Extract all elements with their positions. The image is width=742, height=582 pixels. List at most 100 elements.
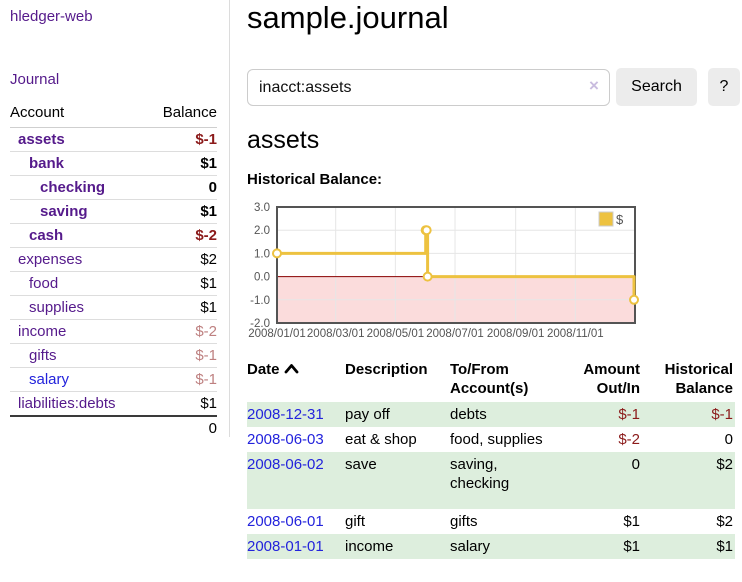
account-balance: $2	[146, 247, 217, 272]
x-axis-tick-label: 2008/09/01	[487, 328, 545, 340]
transaction-amount: $-2	[618, 431, 640, 448]
transaction-row: 2008-06-02 save saving, checking 0 $2	[247, 452, 735, 509]
account-link[interactable]: supplies	[29, 299, 85, 316]
transaction-date-link[interactable]: 2008-06-01	[247, 513, 324, 530]
y-axis-tick-label: 2.0	[254, 225, 270, 237]
x-axis-tick-label: 2008/05/01	[367, 328, 425, 340]
chart-frame	[276, 206, 636, 324]
accounts-total-row: 0	[10, 415, 217, 440]
search-input[interactable]	[247, 69, 610, 106]
account-balance: $1	[146, 295, 217, 320]
transaction-row: 2008-06-01 gift gifts $1 $2	[247, 509, 735, 534]
register-column-label: Amount Out/In	[583, 361, 640, 397]
account-row: supplies $1	[10, 295, 217, 320]
register-column-label: Date	[247, 361, 280, 378]
account-balance: $-1	[146, 343, 217, 368]
x-axis-tick-label: 2008/11/01	[547, 328, 604, 340]
transaction-description: pay off	[345, 406, 390, 423]
account-row: income $-2	[10, 319, 217, 344]
account-link[interactable]: saving	[40, 203, 88, 220]
x-axis-tick-label: 2008/03/01	[307, 328, 365, 340]
page-title: sample.journal	[247, 0, 449, 35]
account-link[interactable]: gifts	[29, 347, 57, 364]
transaction-date-link[interactable]: 2008-01-01	[247, 538, 324, 555]
app-title-link[interactable]: hledger-web	[10, 8, 93, 25]
search-button[interactable]: Search	[616, 68, 697, 106]
accounts-table-header: Account Balance	[10, 100, 217, 128]
legend-label: $	[616, 212, 624, 227]
register-table-body: 2008-12-31 pay off debts $-1 $-1 2008-06-03 ea…	[247, 402, 735, 559]
account-balance: $-2	[146, 223, 217, 248]
account-heading: assets	[247, 126, 320, 154]
register-column-header: Description	[345, 358, 450, 402]
transaction-date-link[interactable]: 2008-12-31	[247, 406, 324, 423]
register-column-label: To/From Account(s)	[450, 361, 529, 397]
transaction-historical-balance: $2	[716, 456, 733, 473]
transaction-amount: $-1	[618, 406, 640, 423]
transaction-date-link[interactable]: 2008-06-03	[247, 431, 324, 448]
sort-ascending-icon	[284, 364, 298, 374]
transaction-description: gift	[345, 513, 366, 530]
register-header-row: Date Description To/From Account(s) Amount …	[247, 358, 735, 402]
account-row: gifts $-1	[10, 343, 217, 368]
account-link[interactable]: income	[18, 323, 67, 340]
transaction-date-link[interactable]: 2008-06-02	[247, 456, 324, 473]
transaction-description: eat & shop	[345, 431, 417, 448]
data-point-marker	[272, 248, 282, 259]
y-axis-tick-label: 3.0	[254, 202, 270, 214]
register-column-header: To/From Account(s)	[450, 358, 562, 402]
y-axis-tick-label: 0.0	[254, 272, 270, 284]
account-row: cash $-2	[10, 223, 217, 248]
account-balance: $-2	[146, 319, 217, 344]
accounts-table: Account Balance assets $-1 bank $1 checking 0…	[10, 100, 217, 440]
x-axis-tick-label: 2008/07/01	[426, 328, 484, 340]
register-column-header[interactable]: Date	[247, 358, 345, 402]
account-link[interactable]: liabilities:debts	[18, 395, 116, 412]
account-row: bank $1	[10, 151, 217, 176]
transaction-historical-balance: $2	[716, 513, 733, 530]
account-balance: $1	[146, 271, 217, 296]
account-link[interactable]: assets	[18, 131, 65, 148]
y-axis-tick-label: -2.0	[250, 318, 270, 330]
transaction-row: 2008-06-03 eat & shop food, supplies $-2 0	[247, 427, 735, 452]
help-button[interactable]: ?	[708, 68, 740, 106]
sidebar-item-journal[interactable]: Journal	[10, 71, 60, 88]
account-balance: $-1	[146, 367, 217, 392]
clear-search-icon[interactable]: ×	[589, 76, 599, 95]
account-row: assets $-1	[10, 128, 217, 152]
register-table: Date Description To/From Account(s) Amount …	[247, 358, 735, 559]
account-link[interactable]: expenses	[18, 251, 83, 268]
transaction-accounts: salary	[450, 538, 491, 555]
data-point-marker	[421, 225, 432, 236]
account-column-header: Account	[10, 100, 147, 128]
account-balance: $1	[146, 391, 217, 416]
data-point-marker	[422, 271, 433, 282]
y-axis-tick-label: 1.0	[254, 248, 270, 260]
accounts-table-body: assets $-1 bank $1 checking 0 saving $1 cash $-2 e…	[10, 128, 217, 440]
account-link[interactable]: bank	[29, 155, 65, 172]
account-link[interactable]: food	[29, 275, 59, 292]
transaction-description: income	[345, 538, 394, 555]
transaction-accounts: saving, checking	[450, 456, 510, 492]
account-link[interactable]: checking	[40, 179, 106, 196]
transaction-row: 2008-12-31 pay off debts $-1 $-1	[247, 402, 735, 427]
accounts-total-balance: 0	[146, 415, 217, 440]
transaction-row: 2008-01-01 income salary $1 $1	[247, 534, 735, 559]
transaction-historical-balance: $-1	[711, 406, 733, 423]
transaction-description: save	[345, 456, 377, 473]
transaction-amount: 0	[631, 456, 640, 473]
account-balance: $-1	[195, 131, 217, 148]
transaction-amount: $1	[623, 513, 640, 530]
account-row: checking 0	[10, 175, 217, 200]
account-link[interactable]: salary	[29, 371, 70, 388]
register-column-header: Historical Balance	[642, 358, 735, 402]
account-balance: $1	[146, 199, 217, 224]
y-axis-tick-label: -1.0	[250, 295, 270, 307]
transaction-accounts: food, supplies	[450, 431, 543, 448]
account-balance: 0	[146, 175, 217, 200]
register-column-label: Description	[345, 361, 428, 378]
chart-title: Historical Balance:	[247, 171, 383, 188]
account-link[interactable]: cash	[29, 227, 64, 244]
transaction-accounts: debts	[450, 406, 487, 423]
